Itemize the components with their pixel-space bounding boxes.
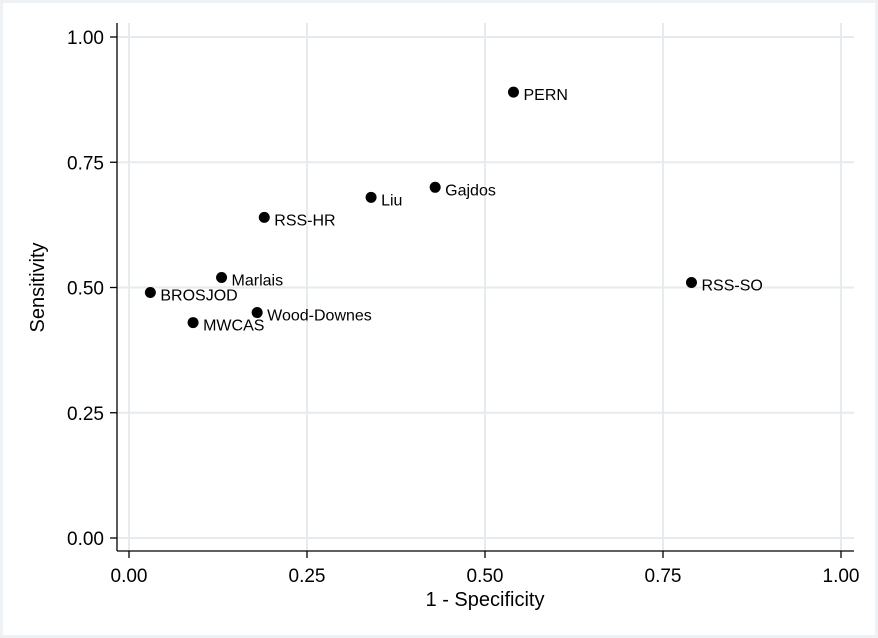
data-point-label: Gajdos (445, 182, 496, 199)
data-point-label: Wood-Downes (267, 308, 372, 325)
data-point-marker (144, 287, 156, 299)
data-point-label: Marlais (232, 272, 284, 289)
data-point-label: BROSJOD (160, 288, 237, 305)
data-point-marker (216, 271, 228, 283)
axes: 0.00 0.25 0.50 0.75 1.00 0.00 0.25 0.50 0.75 1.00 (67, 23, 859, 587)
data-point-marker (507, 86, 519, 98)
x-tick-label: 0.00 (111, 566, 148, 587)
y-axis-title: Sensitivity (27, 242, 49, 332)
x-tick-label: 1.00 (823, 566, 860, 587)
y-tick-label: 1.00 (67, 28, 104, 49)
grid-lines (117, 23, 854, 551)
data-point-marker (258, 211, 270, 223)
data-point-marker (429, 181, 441, 193)
x-tick-label: 0.25 (289, 566, 326, 587)
data-point-marker (187, 317, 199, 329)
data-point-marker (251, 307, 263, 319)
x-tick-label: 0.75 (645, 566, 682, 587)
data-point-label: RSS-HR (274, 212, 335, 229)
x-axis-title: 1 - Specificity (426, 589, 545, 611)
data-point-marker (685, 276, 697, 288)
y-tick-label: 0.00 (67, 529, 104, 550)
x-tick-label: 0.50 (467, 566, 504, 587)
y-tick-label: 0.75 (67, 153, 104, 174)
data-point-marker (365, 191, 377, 203)
data-point-label: Liu (381, 192, 402, 209)
data-point-label: RSS-SO (701, 277, 762, 294)
y-tick-label: 0.50 (67, 279, 104, 300)
data-point-label: MWCAS (203, 318, 264, 335)
data-point-label: PERN (523, 87, 567, 104)
y-tick-label: 0.25 (67, 404, 104, 425)
